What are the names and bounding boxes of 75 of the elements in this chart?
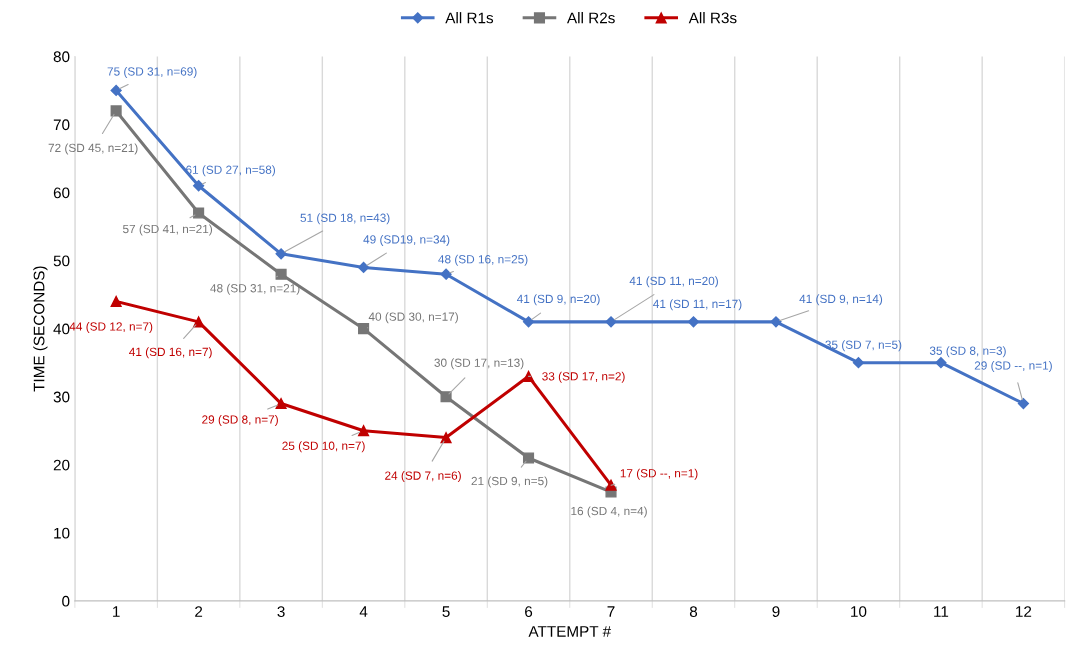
y-tick-label: 50 bbox=[53, 255, 70, 267]
x-tick-label: 7 bbox=[607, 606, 615, 617]
data-label: 41 (SD 16, n=7) bbox=[129, 347, 212, 359]
point bbox=[522, 370, 535, 382]
data-label: 72 (SD 45, n=21) bbox=[48, 143, 138, 155]
point bbox=[770, 316, 782, 328]
point bbox=[110, 84, 122, 97]
y-tick-label: 30 bbox=[53, 391, 70, 403]
point bbox=[275, 268, 287, 280]
y-axis-title: TIME (SECONDS) bbox=[33, 266, 48, 392]
point bbox=[110, 295, 122, 308]
data-label: 41 (SD 11, n=20) bbox=[629, 276, 718, 288]
point bbox=[110, 105, 122, 117]
y-tick-label: 0 bbox=[62, 595, 70, 607]
point bbox=[358, 323, 370, 335]
data-label: 29 (SD 8, n=7) bbox=[202, 415, 278, 427]
legend-label: All R3s bbox=[688, 12, 737, 24]
x-tick-label: 2 bbox=[195, 606, 203, 617]
point bbox=[440, 268, 452, 280]
y-tick-label: 40 bbox=[53, 323, 70, 335]
x-axis-title: ATTEMPT # bbox=[528, 626, 612, 637]
point bbox=[522, 452, 535, 464]
point bbox=[935, 357, 947, 369]
point bbox=[440, 432, 452, 444]
data-label: 33 (SD 17, n=2) bbox=[542, 371, 625, 383]
x-tick-label: 5 bbox=[442, 606, 450, 617]
data-label: 75 (SD 31, n=69) bbox=[107, 66, 197, 78]
data-label: 40 (SD 30, n=17) bbox=[368, 312, 458, 324]
y-tick-label: 60 bbox=[53, 187, 70, 199]
point bbox=[275, 397, 287, 410]
data-label: 30 (SD 17, n=13) bbox=[434, 358, 524, 370]
point bbox=[687, 316, 700, 328]
data-label: 41 (SD 9, n=14) bbox=[799, 294, 883, 306]
point bbox=[358, 425, 370, 437]
x-tick-label: 3 bbox=[277, 606, 285, 617]
data-label: 16 (SD 4, n=4) bbox=[571, 506, 647, 518]
point bbox=[275, 248, 287, 260]
x-tick-label: 6 bbox=[525, 606, 533, 617]
x-tick-label: 10 bbox=[851, 606, 867, 617]
data-label: 49 (SD19, n=34) bbox=[363, 234, 450, 246]
data-label: 48 (SD 31, n=21) bbox=[210, 283, 300, 295]
data-label: 35 (SD 8, n=3) bbox=[929, 346, 1006, 358]
data-label: 24 (SD 7, n=6) bbox=[385, 471, 461, 483]
data-label: 41 (SD 9, n=20) bbox=[516, 294, 600, 306]
point bbox=[605, 479, 617, 491]
point bbox=[193, 207, 205, 219]
data-label: 44 (SD 12, n=7) bbox=[69, 321, 153, 333]
data-label: 21 (SD 9, n=5) bbox=[471, 476, 548, 488]
point bbox=[440, 391, 452, 403]
data-label: 17 (SD --, n=1) bbox=[620, 468, 698, 480]
point bbox=[1017, 397, 1030, 410]
x-tick-label: 11 bbox=[934, 606, 949, 617]
legend-label: All R2s bbox=[567, 12, 615, 24]
point bbox=[605, 316, 617, 328]
point bbox=[852, 357, 865, 369]
x-tick-label: 4 bbox=[359, 606, 368, 617]
y-tick-label: 80 bbox=[53, 51, 70, 63]
data-label: 48 (SD 16, n=25) bbox=[438, 254, 528, 266]
y-tick-label: 10 bbox=[54, 527, 70, 539]
point bbox=[522, 316, 535, 328]
x-tick-label: 12 bbox=[1016, 606, 1032, 617]
data-label: 25 (SD 10, n=7) bbox=[282, 441, 365, 453]
data-label: 51 (SD 18, n=43) bbox=[300, 213, 390, 225]
x-tick-label: 8 bbox=[689, 606, 698, 617]
y-tick-label: 70 bbox=[53, 119, 70, 131]
legend-label: All R1s bbox=[445, 12, 494, 24]
x-tick-label: 1 bbox=[113, 606, 120, 617]
data-label: 41 (SD 11, n=17) bbox=[653, 299, 742, 311]
data-label: 29 (SD --, n=1) bbox=[974, 361, 1052, 373]
x-tick-label: 9 bbox=[772, 606, 780, 617]
y-tick-label: 20 bbox=[53, 459, 70, 471]
point bbox=[193, 180, 205, 192]
point bbox=[357, 261, 370, 274]
point bbox=[193, 316, 205, 328]
data-label: 57 (SD 41, n=21) bbox=[122, 224, 213, 236]
